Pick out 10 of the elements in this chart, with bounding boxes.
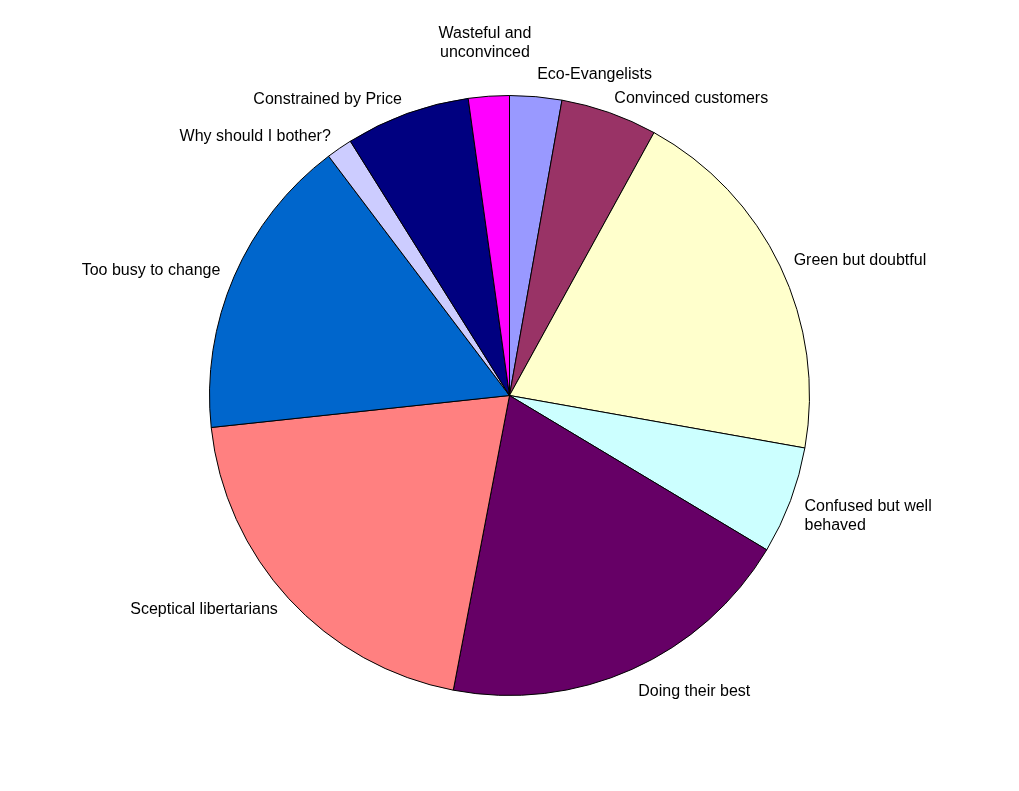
slice-label: Wasteful and unconvinced	[438, 24, 532, 61]
slice-label: Doing their best	[638, 682, 751, 699]
slice-label: Confused but well behaved	[804, 496, 932, 533]
slice-label: Sceptical libertarians	[130, 599, 278, 617]
slice-label: Green but doubtful	[793, 250, 927, 268]
slice-label: Too busy to change	[81, 261, 221, 279]
slice-label: Constrained by Price	[253, 90, 402, 108]
slice-label: Eco-Evangelists	[537, 64, 652, 82]
slice-label: Why should I bother?	[179, 127, 331, 145]
slice-label: Convinced customers	[614, 89, 769, 107]
